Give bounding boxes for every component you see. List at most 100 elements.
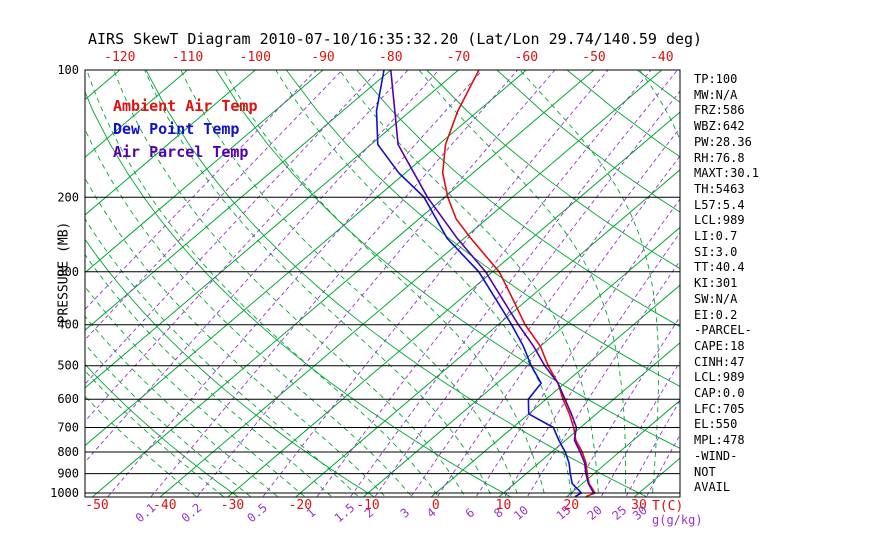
stat-line: EI:0.2: [694, 307, 738, 322]
bottom-temp-tick-label: 10: [496, 498, 512, 513]
stat-line: -WIND-: [694, 448, 738, 463]
mixing-ratio-tick-label: 0.5: [244, 501, 270, 526]
bottom-temp-tick-label: -30: [221, 498, 244, 513]
mixing-ratio-line: [526, 259, 680, 497]
dry-adiabat-line: [496, 70, 680, 213]
moist-adiabat-line: [223, 70, 546, 497]
bottom-temp-tick-label: -20: [289, 498, 312, 513]
isotherm-line: [295, 169, 680, 497]
dry-adiabat-line: [356, 70, 680, 328]
top-temp-tick-label: -60: [515, 50, 538, 65]
moist-adiabat-line: [338, 70, 600, 497]
moist-adiabat-line: [85, 285, 306, 497]
mixing-ratio-line: [410, 127, 680, 497]
dry-adiabat-line: [85, 90, 512, 497]
mixing-ratio-line: [262, 70, 609, 497]
stat-line: TT:40.4: [694, 260, 745, 275]
bottom-temp-tick-label: -40: [153, 498, 176, 513]
isotherm-line: [0, 70, 52, 497]
isotherm-line: [85, 70, 527, 447]
mixing-ratio-line: [600, 360, 680, 497]
bottom-temp-tick-label: -50: [85, 498, 108, 513]
moist-adiabat-line: [275, 70, 573, 497]
mixing-ratio-line: [316, 70, 652, 497]
isotherm-line: [85, 70, 188, 158]
top-temp-tick-label: -80: [379, 50, 402, 65]
pressure-tick-label: 700: [57, 421, 79, 435]
mixing-ratio-tick-label: 1.5: [332, 501, 358, 526]
pressure-tick-label: 800: [57, 445, 79, 459]
stat-line: LCL:989: [694, 370, 745, 385]
mixing-ratio-unit-label: g(g/kg): [652, 513, 703, 527]
top-temp-tick-label: -110: [172, 50, 203, 65]
plot-area: [0, 70, 680, 497]
isotherm-line: [85, 70, 256, 216]
moist-adiabat-line: [85, 343, 252, 497]
stat-line: MPL:478: [694, 433, 745, 448]
bottom-temp-tick-label: 30: [631, 498, 647, 513]
stat-line: TH:5463: [694, 181, 745, 196]
mixing-ratio-line: [569, 315, 680, 497]
bottom-temp-tick-label: 20: [563, 498, 579, 513]
isotherm-line: [85, 70, 392, 331]
mixing-ratio-line: [85, 70, 440, 463]
stat-line: CAPE:18: [694, 338, 745, 353]
mixing-ratio-tick-label: 1: [304, 505, 319, 520]
top-temp-tick-label: -40: [650, 50, 673, 65]
isotherm-line: [85, 70, 459, 389]
moist-adiabat-line: [85, 253, 333, 497]
moist-adiabat-line: [85, 218, 360, 497]
moist-adiabat-line: [180, 70, 520, 497]
pressure-axis-label: PRESSURE (MB): [56, 221, 72, 324]
plot-border: [84, 69, 681, 498]
mixing-ratio-line: [85, 70, 380, 385]
pressure-tick-label: 900: [57, 467, 79, 481]
mixing-ratio-tick-label: 0.2: [179, 501, 205, 526]
stat-line: TP:100: [694, 72, 738, 86]
stat-line: MAXT:30.1: [694, 166, 760, 181]
moist-adiabat-line: [86, 70, 440, 497]
stat-line: SI:3.0: [694, 244, 738, 259]
pressure-tick-label: 400: [57, 318, 79, 332]
isotherm-line: [159, 70, 663, 497]
moist-adiabat-line: [85, 177, 387, 497]
moist-adiabat-line: [85, 395, 198, 497]
stat-line: L57:5.4: [694, 197, 745, 212]
isotherm-line: [85, 70, 324, 274]
moist-adiabat-line: [418, 70, 627, 497]
stats-panel: TP:100 MW:N/A FRZ:586 WBZ:642 PW:28.36 RH:76.…: [694, 72, 759, 496]
mixing-ratio-line: [349, 70, 678, 497]
mixing-ratio-line: [475, 198, 680, 497]
mixing-ratio-line: [503, 231, 680, 497]
stat-line: PW:28.36: [694, 134, 752, 149]
dry-adiabat-line: [85, 363, 239, 497]
pressure-tick-label: 200: [57, 190, 79, 204]
mixing-ratio-line: [150, 70, 519, 497]
dew-point-curve: [375, 70, 583, 497]
mixing-ratio-line: [436, 155, 680, 497]
mixing-ratio-tick-label: 3: [398, 505, 413, 520]
mixing-ratio-line: [374, 90, 680, 497]
legend-ambient-air-temp: Ambient Air Temp: [113, 97, 258, 115]
stat-line: NOT: [694, 464, 716, 479]
top-temp-tick-label: -70: [447, 50, 470, 65]
isotherm-line: [566, 399, 680, 497]
stat-line: KI:301: [694, 276, 738, 291]
stat-line: CAP:0.0: [694, 386, 745, 401]
stat-line: SW:N/A: [694, 291, 738, 306]
mixing-ratio-tick-label: 10: [511, 503, 531, 523]
isotherm-line: [91, 70, 595, 497]
moist-adiabat-line: [519, 70, 659, 497]
pressure-tick-label: 500: [57, 359, 79, 373]
top-temp-tick-label: -50: [582, 50, 605, 65]
stat-line: EL:550: [694, 417, 738, 432]
pressure-tick-label: 600: [57, 392, 79, 406]
mixing-ratio-tick-label: 20: [585, 503, 605, 523]
dry-adiabat-line: [426, 70, 680, 270]
pressure-tick-label: 300: [57, 265, 79, 279]
legend-air-parcel-temp: Air Parcel Temp: [113, 143, 249, 161]
mixing-ratio-tick-label: 25: [609, 503, 629, 523]
chart-title: AIRS SkewT Diagram 2010-07-10/16:35:32.2…: [88, 30, 703, 48]
